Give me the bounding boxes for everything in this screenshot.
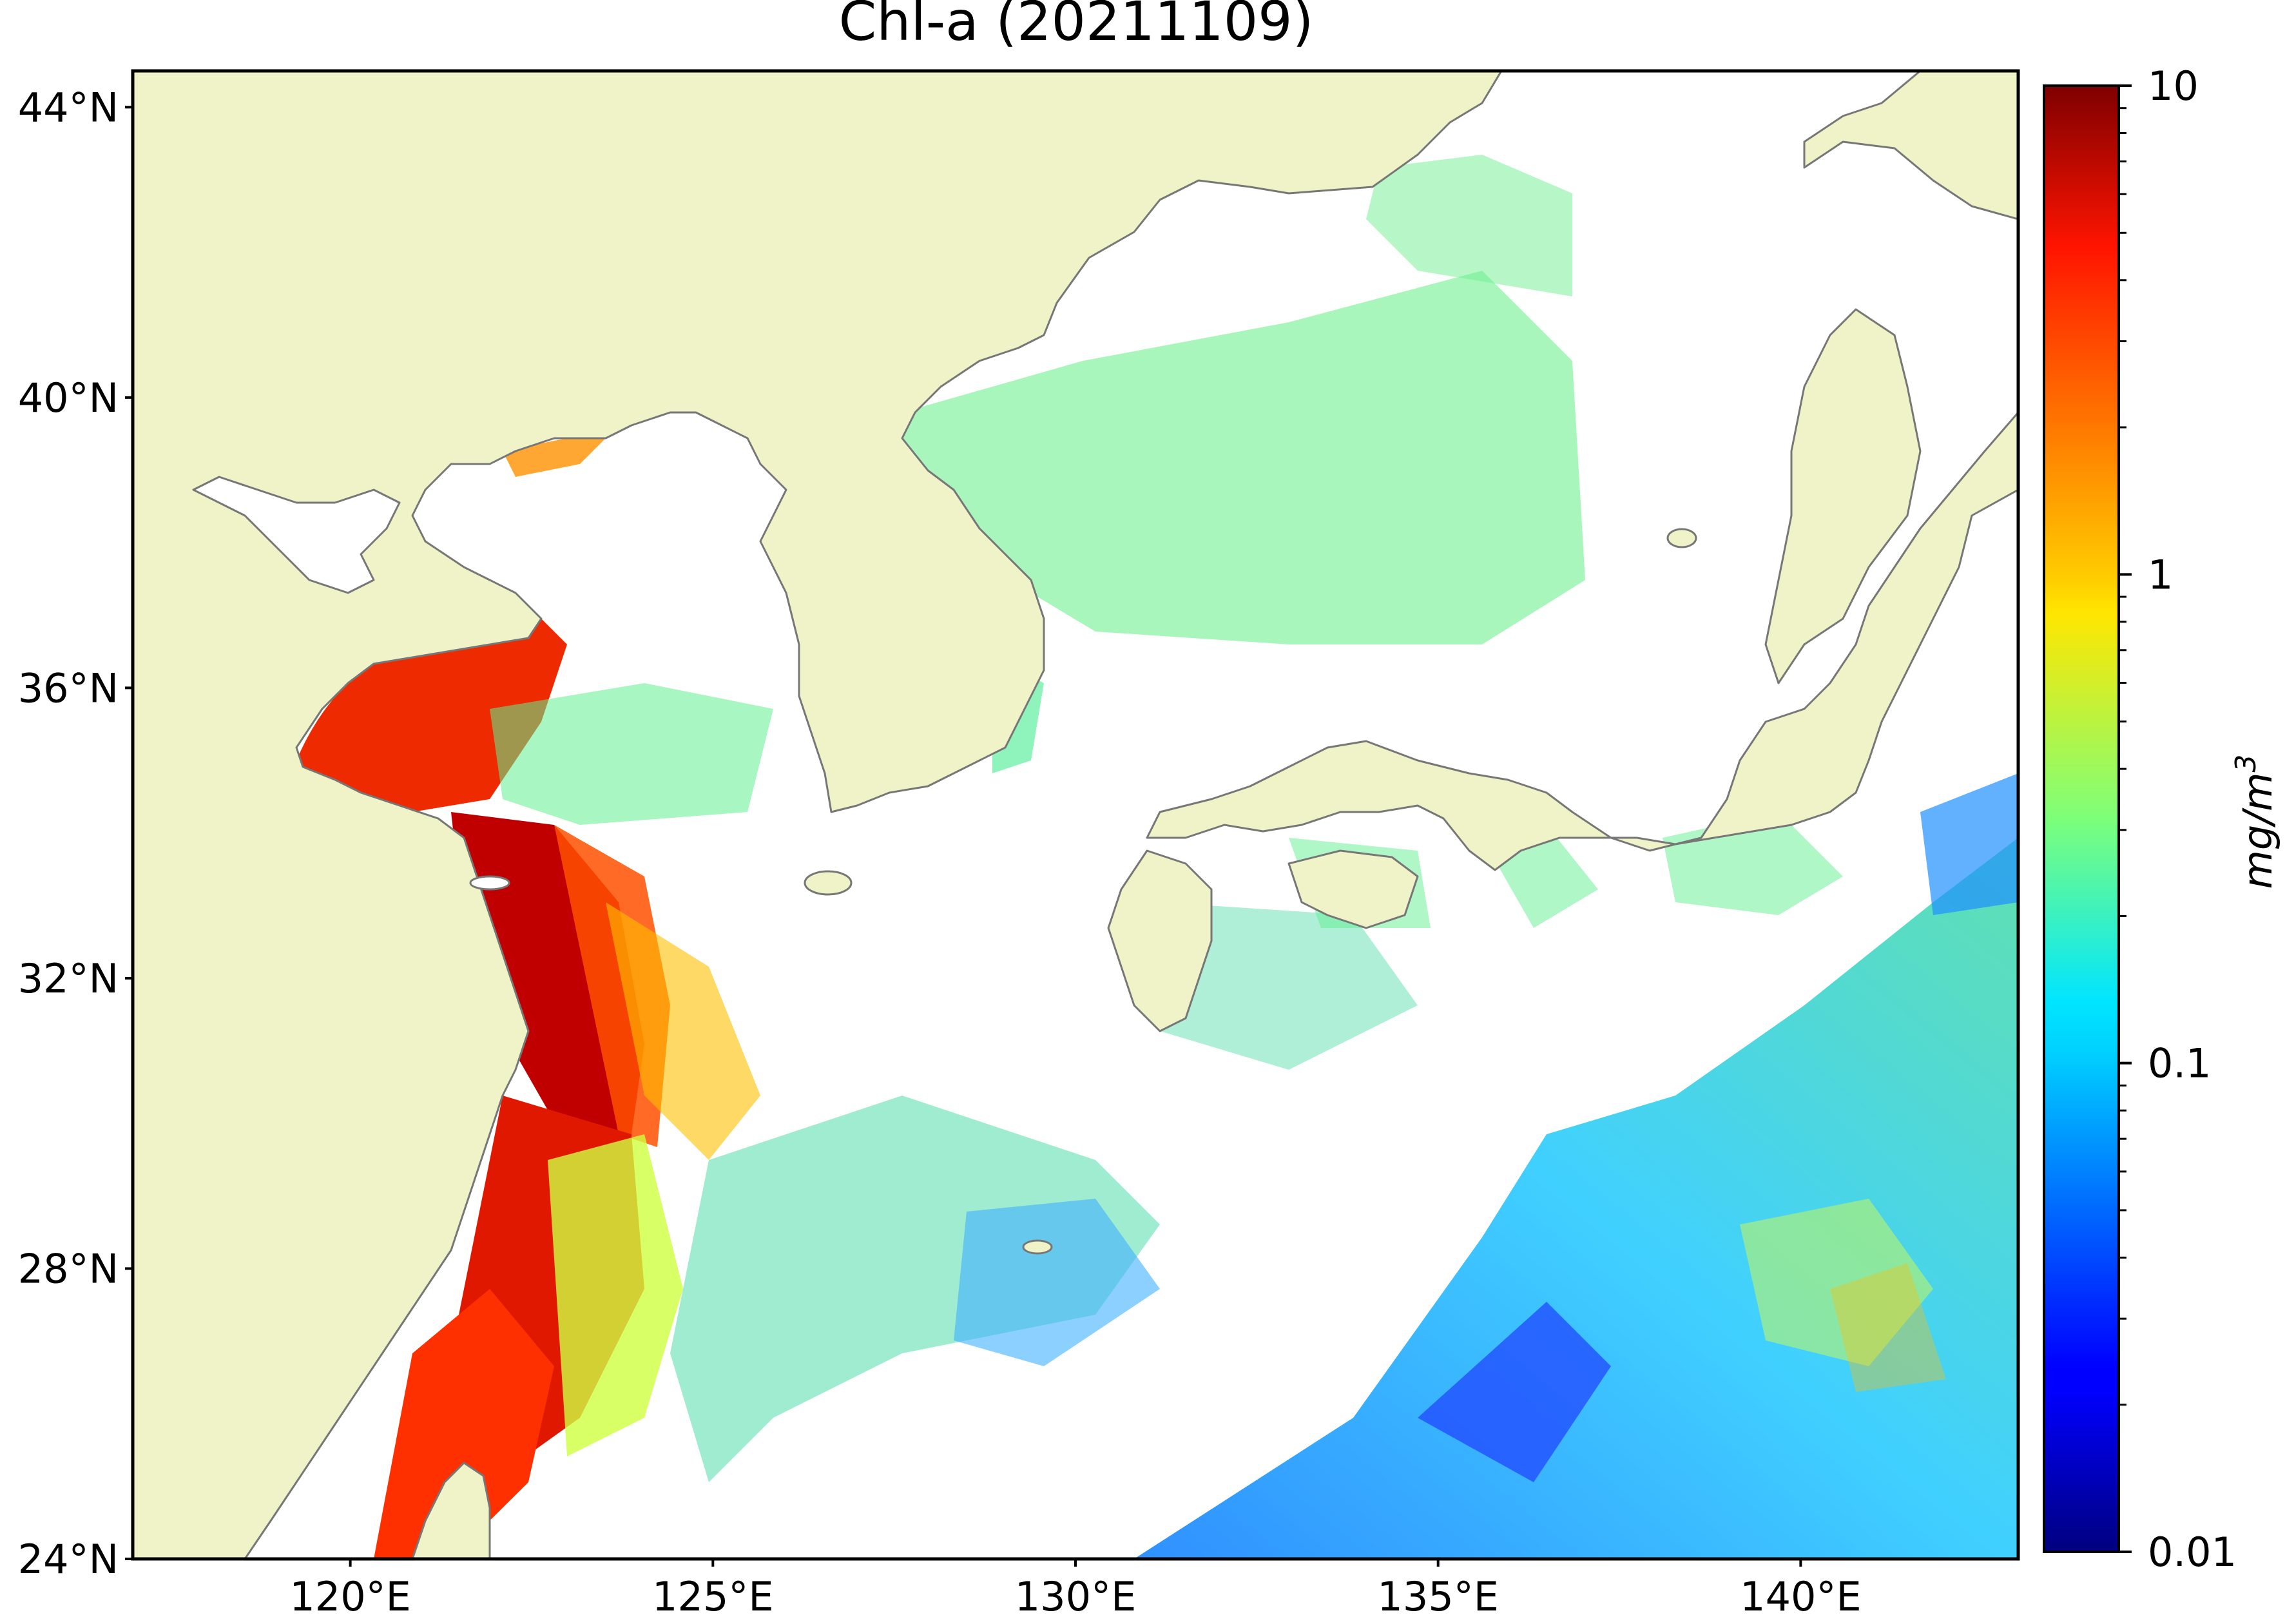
lat-tick-label: 32°N [18,955,119,1002]
colorbar-ticks: 10 1 0.1 0.01 [2119,63,2237,1576]
liaodong-peninsula [192,476,401,594]
lon-tick-label: 140°E [1740,1573,1862,1620]
colorbar-tick-label: 10 [2148,63,2199,110]
map-panel [133,71,2018,1559]
lat-tick-label: 24°N [18,1536,119,1583]
colorbar-tick-label: 0.01 [2148,1529,2237,1576]
longitude-axis: 120°E 125°E 130°E 135°E 140°E [289,1559,1862,1620]
lat-tick-label: 36°N [18,664,119,711]
colorbar-unit-base: mg/m [2234,772,2281,889]
sado-island [1666,528,1697,548]
lon-tick-label: 125°E [652,1573,774,1620]
chart-title: Chl-a (20211109) [839,0,1314,53]
colorbar-unit-exponent: 3 [2230,754,2262,772]
chongming-island [469,875,510,891]
lon-tick-label: 130°E [1015,1573,1137,1620]
northern-honshu [1764,308,1922,684]
lon-tick-label: 120°E [289,1573,411,1620]
honshu [1146,411,2018,871]
lat-tick-label: 40°N [18,374,119,421]
okinawa-island [1022,1239,1053,1255]
colorbar-tick-label: 0.1 [2148,1040,2212,1087]
land [133,71,2018,1559]
hokkaido [1803,71,2018,220]
lon-tick-label: 135°E [1377,1573,1499,1620]
china-korea-landmass [133,71,1503,1559]
colorbar-tick-label: 1 [2148,551,2173,598]
colorbar-unit-label: mg/m3 [2230,754,2282,889]
kyushu [1107,849,1213,1032]
colorbar-gradient [2044,86,2119,1552]
colorbar-frame [2043,84,2120,1553]
latitude-axis: 44°N 40°N 36°N 32°N 28°N 24°N [18,84,133,1583]
jeju-island [804,870,853,896]
lat-tick-label: 44°N [18,84,119,131]
colorbar: 10 1 0.1 0.01 mg/m3 [2043,63,2282,1576]
taiwan [411,1462,491,1559]
shikoku [1287,849,1419,929]
lat-tick-label: 28°N [18,1245,119,1292]
